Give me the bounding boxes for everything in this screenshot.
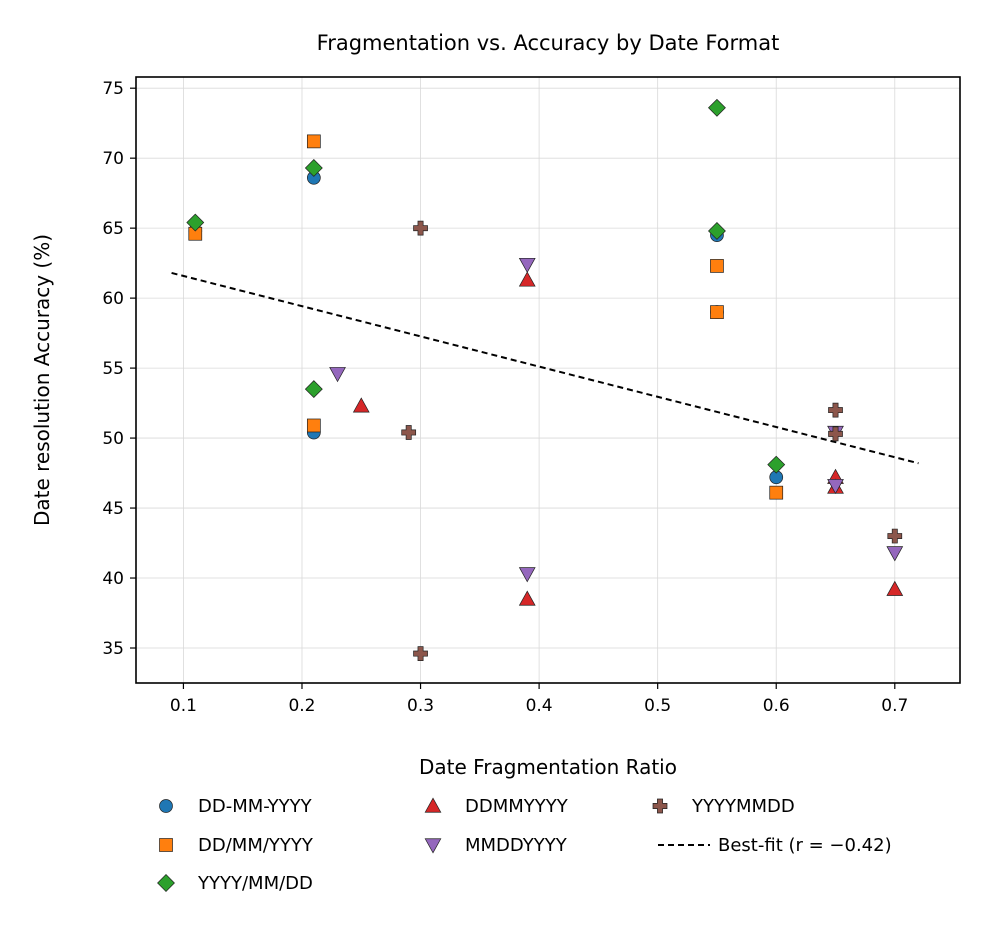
y-tick-label: 60: [102, 289, 124, 309]
x-tick-label: 0.3: [407, 696, 434, 716]
point-yyyy-mm-dd: [304, 159, 323, 177]
chart-title: Fragmentation vs. Accuracy by Date Forma…: [317, 31, 780, 55]
point-yyyymmdd: [413, 220, 428, 236]
point-mmddyyyy: [827, 479, 844, 495]
point-yyyy-mm-dd: [708, 222, 726, 240]
legend-marker-dd-mm-yyyy: [159, 838, 173, 852]
best-fit-line: [171, 271, 919, 465]
plot-frame: [135, 76, 961, 684]
point-ddmmyyyy: [352, 397, 370, 413]
legend-label-dd-mm-yyyy: DD/MM/YYYY: [198, 835, 314, 856]
point-yyyymmdd: [401, 425, 417, 440]
y-tick-label: 75: [102, 79, 124, 99]
point-mmddyyyy: [886, 546, 904, 562]
legend-label-yyyy-mm-dd: YYYY/MM/DD: [197, 873, 313, 894]
legend-marker-dd-mm-yyyy: [159, 799, 173, 813]
x-tick-label: 0.2: [288, 696, 315, 716]
point-mmddyyyy: [518, 257, 536, 274]
legend-marker-mmddyyyy: [424, 838, 442, 854]
point-mmddyyyy: [329, 367, 346, 383]
point-dd-mm-yyyy: [306, 134, 321, 149]
point-ddmmyyyy: [886, 580, 904, 596]
point-yyyy-mm-dd: [304, 380, 323, 399]
x-axis-ticks: 0.1 0.2 0.3 0.4 0.5 0.6 0.7: [170, 683, 908, 716]
point-dd-mm-yyyy: [769, 485, 784, 500]
legend-marker-yyyy-mm-dd: [157, 874, 175, 892]
x-tick-label: 0.7: [881, 696, 908, 716]
best-fit-layer: [171, 271, 919, 465]
y-tick-label: 45: [102, 499, 124, 519]
x-tick-label: 0.1: [170, 696, 197, 716]
point-yyyy-mm-dd: [767, 455, 786, 474]
y-tick-label: 55: [102, 359, 124, 379]
legend-label-dd-mm-yyyy: DD-MM-YYYY: [198, 796, 313, 817]
data-points: [186, 98, 904, 661]
point-ddmmyyyy: [518, 271, 536, 287]
y-axis-title: Date resolution Accuracy (%): [30, 234, 54, 526]
legend-marker-yyyymmdd: [652, 798, 668, 814]
x-axis-title: Date Fragmentation Ratio: [419, 755, 677, 779]
legend-label-best-fit: Best-fit (r = −0.42): [718, 835, 892, 856]
point-yyyymmdd: [828, 402, 843, 418]
y-axis-ticks: 35 40 45 50 55 60 65 70 75: [102, 79, 136, 659]
y-tick-label: 50: [102, 429, 124, 449]
legend-label-mmddyyyy: MMDDYYYY: [465, 835, 568, 856]
x-tick-label: 0.5: [644, 696, 671, 716]
y-tick-label: 65: [102, 219, 124, 239]
y-tick-label: 70: [102, 149, 124, 169]
grid: [136, 77, 960, 683]
x-tick-label: 0.4: [526, 696, 553, 716]
point-mmddyyyy: [518, 567, 536, 583]
point-dd-mm-yyyy: [710, 259, 724, 273]
y-tick-label: 40: [102, 569, 124, 589]
legend-label-yyyymmdd: YYYYMMDD: [691, 796, 795, 817]
point-yyyymmdd: [887, 528, 903, 544]
legend-label-ddmmyyyy: DDMMYYYY: [465, 796, 569, 817]
point-dd-mm-yyyy: [710, 305, 724, 319]
point-yyyymmdd: [413, 646, 428, 661]
legend: DD-MM-YYYY DD/MM/YYYY YYYY/MM/DD DDMMYYYY MM…: [157, 796, 892, 894]
point-dd-mm-yyyy: [306, 418, 321, 433]
y-tick-label: 35: [102, 639, 124, 659]
x-tick-label: 0.6: [763, 696, 790, 716]
legend-marker-ddmmyyyy: [424, 797, 442, 813]
point-yyyymmdd: [828, 426, 843, 442]
point-ddmmyyyy: [518, 590, 536, 606]
point-yyyy-mm-dd: [708, 98, 726, 117]
point-yyyy-mm-dd: [186, 213, 205, 232]
